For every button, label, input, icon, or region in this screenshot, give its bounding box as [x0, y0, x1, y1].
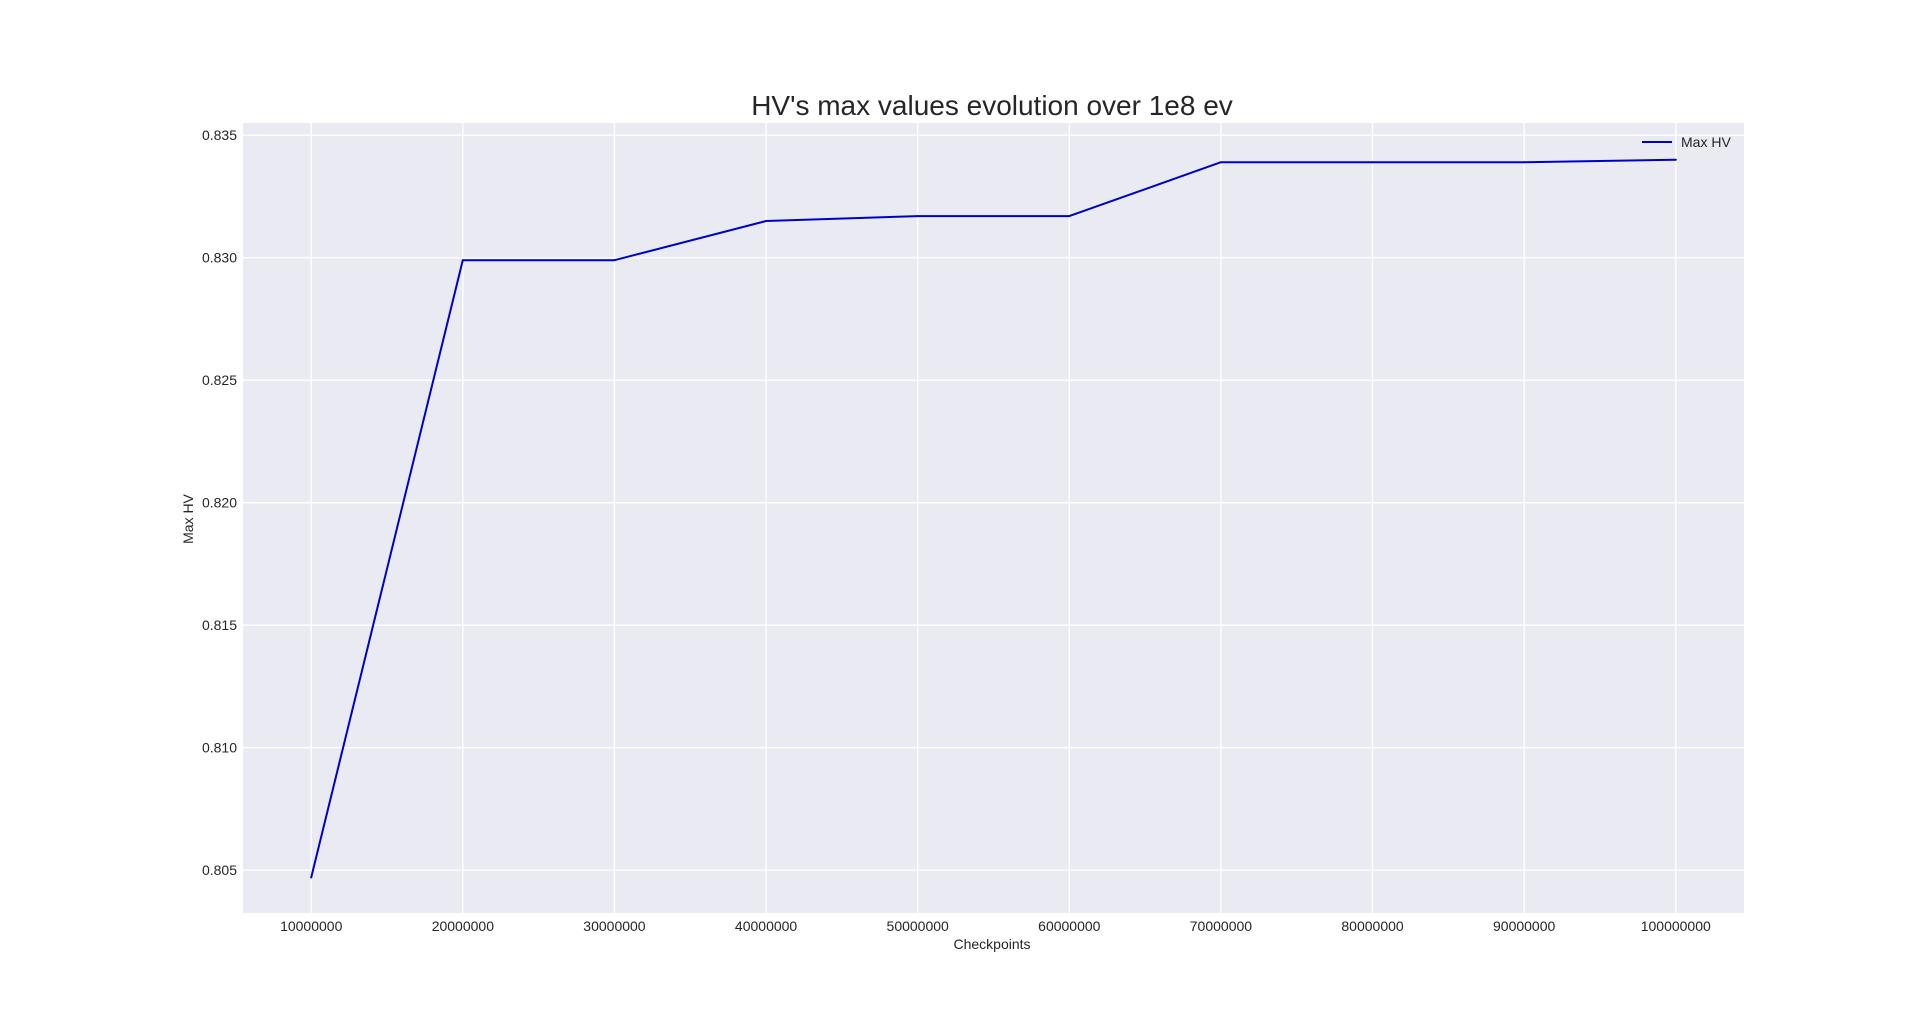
data-point: [461, 259, 464, 262]
data-point: [1523, 161, 1526, 164]
y-tick-label: 0.820: [202, 495, 237, 511]
series-layer: [310, 158, 1677, 879]
y-tick-label: 0.825: [202, 372, 237, 388]
data-point: [1219, 161, 1222, 164]
y-tick-label: 0.830: [202, 250, 237, 266]
x-tick-label: 30000000: [583, 918, 646, 934]
data-point: [310, 876, 313, 879]
x-axis-ticks: 10000000 20000000 30000000 40000000 50000000…: [280, 918, 1711, 934]
series-line-max-hv: [310, 158, 1676, 878]
x-tick-label: 50000000: [887, 918, 950, 934]
x-tick-label: 80000000: [1341, 918, 1404, 934]
x-tick-label: 60000000: [1038, 918, 1101, 934]
x-tick-label: 20000000: [432, 918, 495, 934]
data-point: [1674, 158, 1677, 161]
legend: Max HV: [1642, 134, 1731, 150]
chart-title: HV's max values evolution over 1e8 ev: [751, 90, 1233, 121]
grid-lines: [243, 123, 1744, 913]
data-point: [1371, 161, 1374, 164]
data-point: [613, 259, 616, 262]
x-axis-label: Checkpoints: [953, 936, 1030, 952]
y-tick-label: 0.810: [202, 740, 237, 756]
x-tick-label: 100000000: [1641, 918, 1711, 934]
y-axis-label: Max HV: [180, 493, 196, 543]
x-tick-label: 90000000: [1493, 918, 1556, 934]
y-axis-ticks: 0.805 0.810 0.815 0.820 0.825 0.830 0.835: [202, 127, 237, 878]
data-point: [916, 215, 919, 218]
y-tick-label: 0.835: [202, 127, 237, 143]
data-point: [1068, 215, 1071, 218]
legend-label: Max HV: [1681, 134, 1731, 150]
y-tick-label: 0.805: [202, 862, 237, 878]
x-tick-label: 70000000: [1190, 918, 1253, 934]
x-tick-label: 40000000: [735, 918, 798, 934]
data-point: [765, 219, 768, 222]
x-tick-label: 10000000: [280, 918, 343, 934]
plot-area: [243, 123, 1744, 913]
y-tick-label: 0.815: [202, 617, 237, 633]
